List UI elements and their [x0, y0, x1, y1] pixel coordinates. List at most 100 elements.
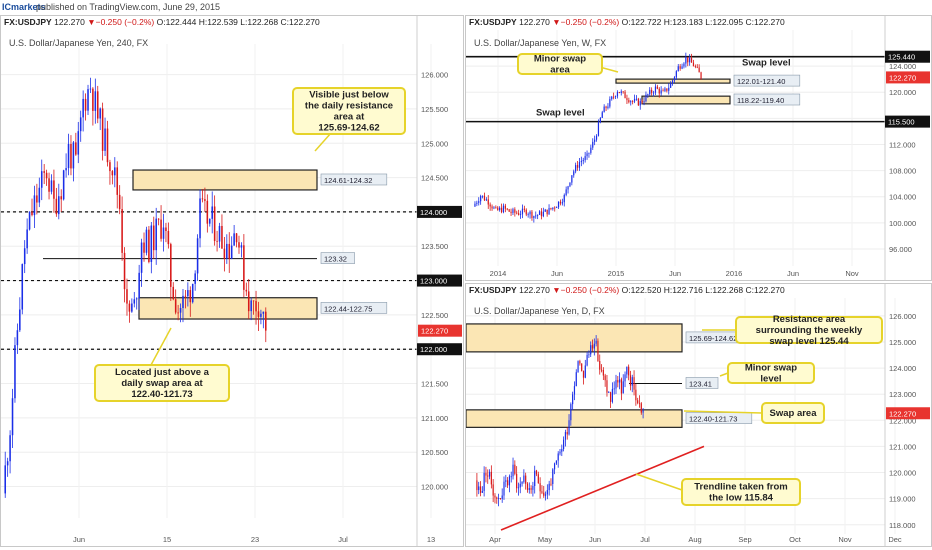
candle-body: [184, 295, 187, 297]
zone-label: 122.01-121.40: [737, 77, 785, 86]
zone-box: [138, 297, 318, 320]
candle-body: [654, 86, 657, 93]
candle-body: [523, 208, 525, 210]
candle-body: [622, 381, 624, 394]
level-label: 123.32: [324, 255, 347, 264]
x-tick-label: 2015: [608, 269, 625, 278]
candle-body: [542, 211, 544, 217]
candle-body: [109, 162, 111, 172]
candle-body: [615, 380, 617, 389]
close: C:122.270: [745, 285, 785, 295]
candle-body: [238, 242, 240, 248]
level-tag-label: 122.000: [420, 345, 447, 354]
candle-body: [240, 245, 243, 248]
y-tick-label: 104.000: [889, 193, 916, 202]
candle-body: [72, 142, 75, 169]
candle-body: [548, 208, 550, 215]
candle-body: [247, 291, 250, 312]
zone-label: 125.69-124.62: [689, 334, 737, 343]
publish-header: ICmarkets published on TradingView.com, …: [0, 0, 932, 14]
x-tick-label: Apr: [489, 535, 501, 544]
h4-chart-panel[interactable]: FX:USDJPY 122.270 ▼−0.250 (−0.2%) O:122.…: [0, 15, 464, 547]
candle-body: [28, 211, 31, 230]
zone-label-box: [320, 302, 388, 314]
callout-daily-resistance-line: area at: [334, 112, 365, 123]
candle-body: [206, 200, 209, 224]
daily-chart-panel[interactable]: FX:USDJPY 122.270 ▼−0.250 (−0.2%) O:122.…: [465, 283, 932, 547]
candle-body: [62, 170, 65, 200]
candle-body: [525, 475, 527, 484]
candle-body: [255, 301, 257, 312]
candle-body: [128, 303, 131, 312]
down-arrow-icon: ▼: [87, 17, 96, 27]
candle-body: [191, 283, 194, 303]
candle-body: [580, 161, 582, 163]
daily-chart[interactable]: 125.69-124.62 122.40-121.73 126.000 125.000…: [466, 284, 931, 546]
candle-body: [495, 207, 497, 209]
candle-body: [245, 289, 248, 292]
candle-body: [673, 77, 676, 81]
zone-box: [466, 409, 683, 428]
candle-body: [521, 208, 524, 215]
y-tick-label: 121.500: [421, 380, 448, 389]
candle-body: [559, 451, 561, 454]
candle-body: [514, 209, 516, 213]
candle-body: [597, 122, 600, 136]
low: L:122.095: [705, 17, 744, 27]
candle-body: [640, 403, 642, 413]
level-tag: [417, 274, 462, 287]
candle-body: [517, 487, 520, 489]
candle-body: [561, 202, 563, 204]
callout-daily-swap-line: Located just above a: [115, 367, 210, 378]
candle-body: [630, 101, 632, 103]
h4-chart[interactable]: 124.61-124.32 122.44-122.75 126.000 125.500…: [1, 16, 463, 546]
candle-body: [106, 128, 109, 163]
candle-body: [143, 242, 145, 253]
price-tag-label: 122.270: [889, 73, 916, 82]
callout-minor-swap-level-line: level: [760, 374, 781, 385]
zone-label-box: [320, 173, 388, 186]
candle-body: [631, 377, 633, 386]
candle-body: [546, 490, 548, 495]
callout-daily-swap: [94, 364, 230, 402]
candle-body: [571, 175, 573, 183]
candle-body: [160, 219, 162, 239]
candle-body: [600, 369, 603, 371]
candle-body: [539, 483, 541, 492]
candle-body: [554, 207, 556, 209]
x-tick-label: Nov: [838, 535, 852, 544]
candle-body: [523, 475, 525, 482]
candle-body: [599, 361, 601, 370]
candle-body: [681, 66, 683, 69]
candle-body: [58, 196, 60, 215]
price-tag: [886, 71, 930, 84]
y-tick-label: 126.000: [421, 71, 448, 80]
candle-body: [608, 392, 610, 394]
candle-body: [656, 86, 658, 89]
candle-body: [530, 488, 532, 490]
weekly-chart[interactable]: 122.01-121.40 118.22-119.40 124.000 120.000…: [466, 16, 931, 280]
candle-body: [570, 404, 572, 421]
candle-body: [512, 464, 514, 477]
candle-body: [647, 94, 649, 96]
candle-body: [564, 432, 567, 440]
candle-body: [620, 379, 623, 394]
candle-body: [226, 243, 228, 259]
last-price: 122.270: [54, 17, 85, 27]
candle-body: [529, 211, 531, 215]
candle-body: [624, 374, 626, 382]
candle-body: [662, 90, 664, 92]
candle-body: [474, 203, 476, 207]
candle-body: [167, 231, 170, 245]
candle-body: [490, 471, 492, 485]
candle-body: [556, 207, 558, 208]
candle-body: [45, 172, 48, 179]
candle-body: [559, 201, 562, 204]
candle-body: [595, 135, 598, 140]
candle-body: [476, 480, 478, 491]
y-tick-label: 124.500: [421, 174, 448, 183]
zone-label: 122.40-121.73: [689, 415, 737, 424]
weekly-chart-panel[interactable]: FX:USDJPY 122.270 ▼−0.250 (−0.2%) O:122.…: [465, 15, 932, 281]
candle-body: [576, 165, 579, 168]
candle-body: [140, 242, 143, 273]
